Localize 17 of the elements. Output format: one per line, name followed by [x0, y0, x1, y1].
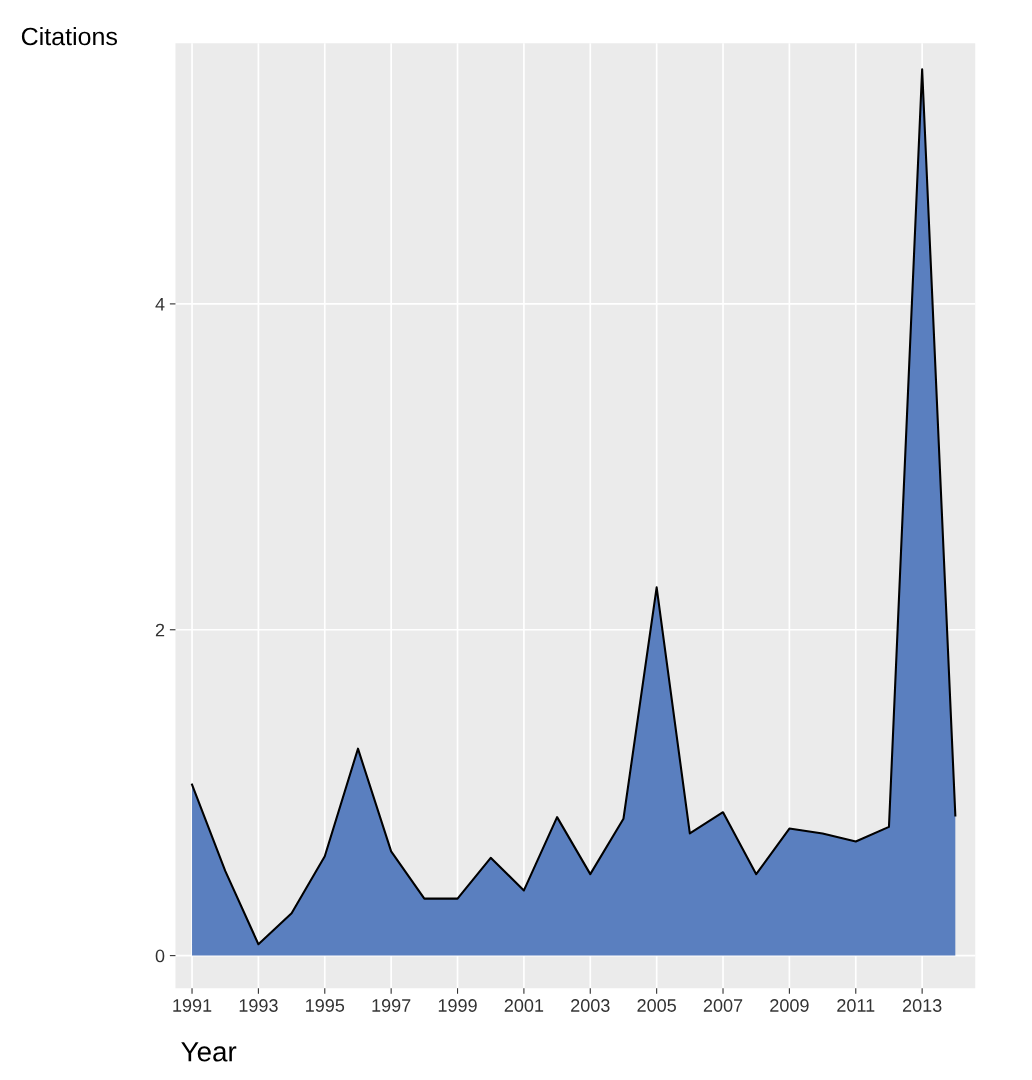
y-tick-label: 4 — [155, 298, 165, 311]
x-tick-label: 2011 — [837, 999, 875, 1012]
y-tick-label: 0 — [155, 949, 165, 963]
x-tick-label: 1999 — [438, 999, 477, 1012]
x-tick-label: 1991 — [173, 999, 212, 1012]
x-tick-label: 1993 — [239, 999, 278, 1012]
x-tick-label: 2005 — [637, 999, 676, 1012]
x-tick-label: 1995 — [306, 999, 345, 1012]
x-axis-title: Year — [181, 1042, 237, 1062]
x-tick-label: 2009 — [770, 999, 809, 1012]
y-tick-label: 2 — [155, 623, 165, 637]
y-axis-title: Citations — [21, 27, 117, 46]
x-tick-label: 2007 — [703, 999, 743, 1012]
x-tick-label: 2003 — [571, 999, 610, 1012]
x-tick-label: 1997 — [372, 999, 411, 1012]
x-tick-label: 2001 — [504, 999, 544, 1012]
x-tick-label: 2013 — [902, 999, 942, 1012]
